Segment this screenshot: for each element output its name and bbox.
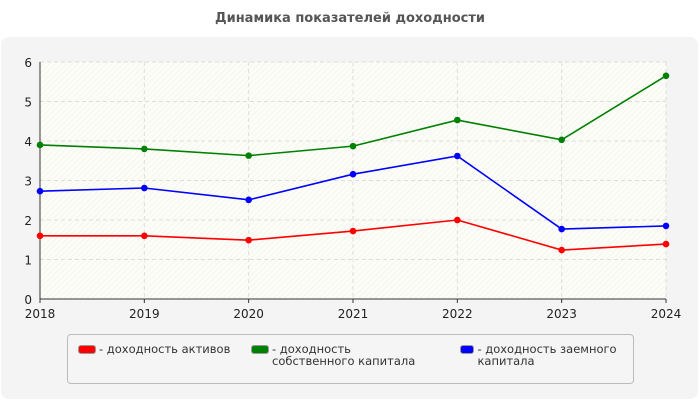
data-point-2 — [558, 225, 565, 233]
data-point-0 — [454, 216, 461, 224]
chart-title: Динамика показателей доходности — [215, 11, 485, 26]
data-point-1 — [454, 116, 461, 124]
data-point-1 — [558, 136, 565, 144]
data-point-2 — [349, 170, 357, 178]
data-point-1 — [36, 141, 44, 149]
y-tick-label: 6 — [24, 56, 32, 70]
data-point-1 — [662, 72, 670, 80]
legend-label: - доходность собственного капитала — [272, 342, 416, 368]
x-tick-label: 2022 — [442, 307, 473, 321]
legend-swatch — [251, 345, 269, 354]
data-point-1 — [141, 145, 148, 153]
data-point-0 — [349, 227, 357, 235]
x-tick-label: 2024 — [651, 307, 682, 321]
x-tick-label: 2019 — [129, 307, 160, 321]
data-point-0 — [141, 232, 148, 240]
y-tick-label: 4 — [24, 135, 32, 149]
y-tick-label: 5 — [24, 96, 32, 110]
legend-swatch — [78, 345, 96, 354]
data-point-1 — [349, 142, 357, 150]
y-tick-label: 3 — [24, 175, 32, 189]
data-point-0 — [558, 246, 565, 254]
legend: - доходность активов - доходность собств… — [67, 334, 634, 384]
y-tick-label: 0 — [24, 293, 32, 307]
x-tick-label: 2020 — [233, 307, 264, 321]
data-point-0 — [662, 240, 670, 248]
data-point-2 — [662, 222, 670, 230]
data-point-0 — [36, 232, 44, 240]
legend-item-debt: - доходность заемного капитала — [460, 343, 633, 367]
data-point-2 — [454, 152, 461, 160]
x-tick-label: 2023 — [546, 307, 577, 321]
data-point-2 — [141, 184, 148, 192]
legend-swatch — [460, 345, 475, 354]
x-tick-label: 2021 — [338, 307, 369, 321]
legend-item-equity: - доходность собственного капитала — [251, 343, 437, 367]
legend-item-assets: - доходность активов — [78, 343, 230, 355]
legend-label: - доходность активов — [99, 342, 231, 356]
data-point-0 — [245, 236, 252, 244]
y-tick-label: 1 — [24, 254, 32, 268]
legend-label: - доходность заемного капитала — [477, 342, 617, 368]
data-point-2 — [245, 196, 252, 204]
x-tick-label: 2018 — [25, 307, 56, 321]
data-point-2 — [36, 187, 44, 195]
data-point-1 — [245, 152, 252, 159]
y-tick-label: 2 — [24, 214, 32, 228]
